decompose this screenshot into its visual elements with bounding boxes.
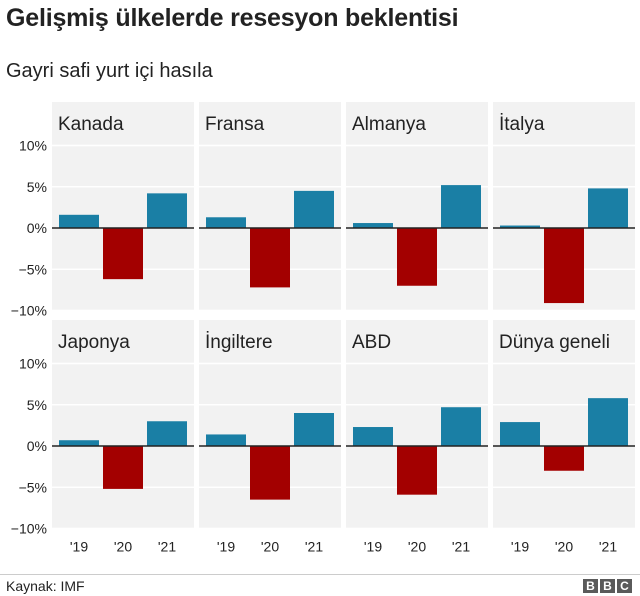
panel-title: Dünya geneli	[499, 332, 610, 353]
y-tick-label: 0%	[27, 220, 47, 236]
footer-divider	[0, 574, 640, 575]
bar-20	[544, 446, 584, 471]
x-tick-label: '19	[70, 539, 88, 555]
bbc-logo-letter-2: B	[600, 579, 615, 593]
chart-subtitle: Gayri safi yurt içi hasıla	[6, 60, 213, 82]
y-tick-label: −10%	[11, 521, 47, 537]
bar-19	[500, 225, 540, 228]
y-tick-label: 5%	[27, 397, 47, 413]
x-tick-label: '19	[364, 539, 382, 555]
x-tick-label: '20	[114, 539, 132, 555]
y-tick-label: 0%	[27, 438, 47, 454]
bbc-logo: B B C	[583, 579, 632, 593]
panel-title: İngiltere	[205, 332, 273, 353]
x-tick-label: '21	[158, 539, 176, 555]
bar-20	[397, 228, 437, 286]
bar-21	[588, 398, 628, 446]
bar-21	[147, 421, 187, 446]
x-tick-label: '19	[511, 539, 529, 555]
panel-title: İtalya	[499, 114, 545, 135]
panel-title: Kanada	[58, 114, 124, 135]
bar-21	[147, 193, 187, 228]
y-tick-label: −5%	[19, 479, 47, 495]
x-tick-label: '20	[555, 539, 573, 555]
x-tick-label: '21	[599, 539, 617, 555]
bar-20	[103, 228, 143, 280]
bar-19	[353, 223, 393, 228]
x-tick-label: '20	[261, 539, 279, 555]
x-tick-label: '21	[452, 539, 470, 555]
bar-20	[250, 228, 290, 288]
bar-19	[59, 214, 99, 228]
y-tick-label: −10%	[11, 303, 47, 319]
bar-19	[206, 217, 246, 228]
bar-19	[206, 434, 246, 446]
bbc-logo-letter-1: B	[583, 579, 598, 593]
y-tick-label: −5%	[19, 261, 47, 277]
bar-20	[397, 446, 437, 495]
y-tick-label: 5%	[27, 179, 47, 195]
bar-21	[441, 407, 481, 446]
x-tick-label: '20	[408, 539, 426, 555]
panel-title: ABD	[352, 332, 391, 353]
x-tick-label: '19	[217, 539, 235, 555]
y-tick-label: 10%	[19, 138, 47, 154]
bar-21	[588, 188, 628, 228]
bar-21	[294, 190, 334, 228]
bar-20	[544, 228, 584, 304]
panel-title: Fransa	[205, 114, 265, 135]
bbc-logo-letter-3: C	[617, 579, 632, 593]
source-note: Kaynak: IMF	[6, 578, 85, 594]
bar-19	[500, 422, 540, 446]
chart-title: Gelişmiş ülkelerde resesyon beklentisi	[6, 4, 459, 32]
chart-area: 10% 5% 0% −5% −10% Kanada Fransa Almanya İtalya 1…	[11, 102, 635, 555]
y-tick-label: 10%	[19, 356, 47, 372]
x-tick-label: '21	[305, 539, 323, 555]
bar-20	[103, 446, 143, 489]
bar-19	[353, 427, 393, 446]
bar-20	[250, 446, 290, 500]
bar-21	[441, 185, 481, 228]
bar-21	[294, 413, 334, 446]
panel-title: Almanya	[352, 114, 426, 135]
panel-title: Japonya	[58, 332, 130, 353]
bar-19	[59, 440, 99, 446]
